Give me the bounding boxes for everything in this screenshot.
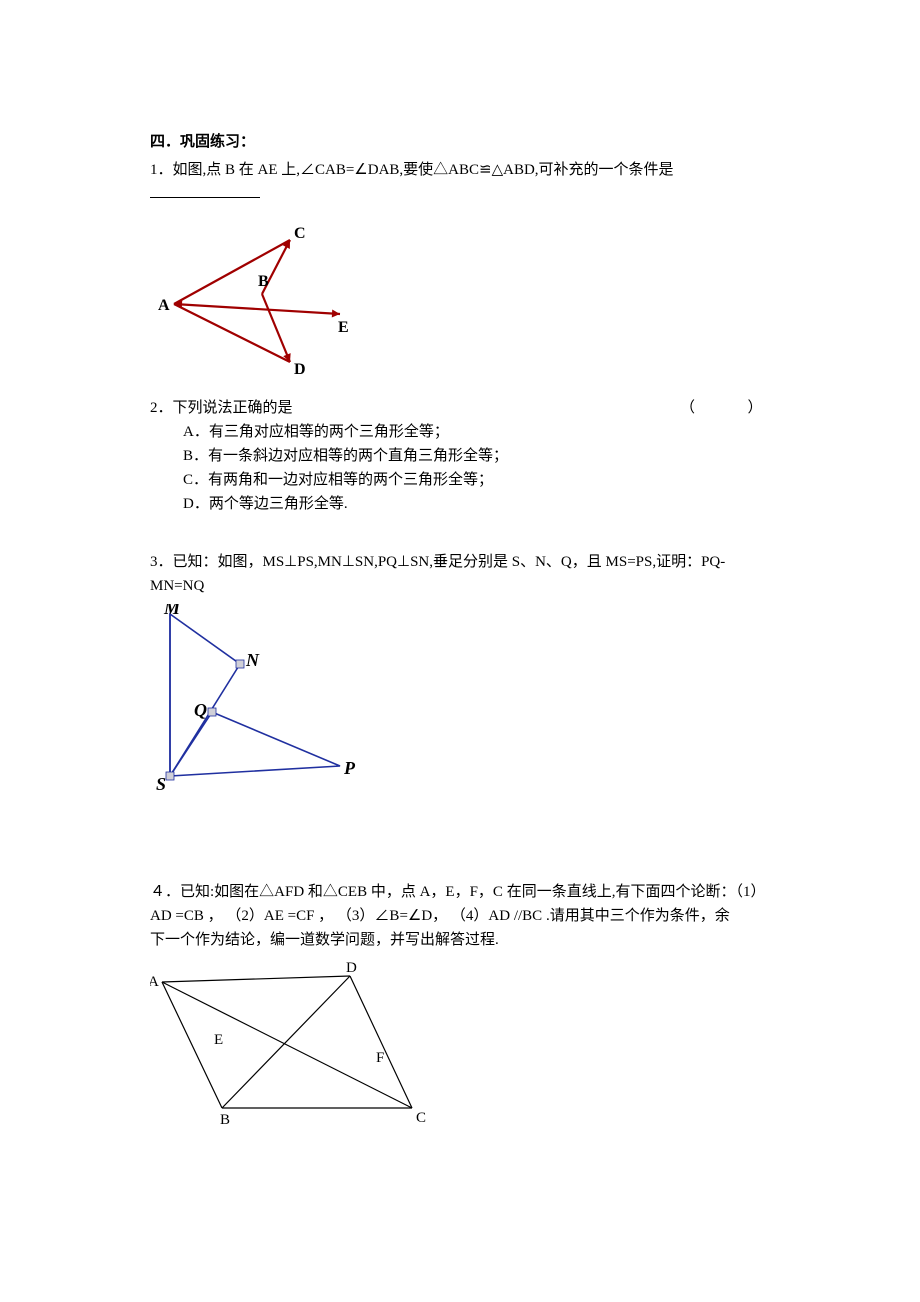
svg-text:S: S [156, 774, 166, 794]
q1-prefix: 1．如图,点 B 在 AE 上,∠CAB=∠DAB,要使△ABC≌△ABD,可补… [150, 162, 674, 178]
q2-option-d: D．两个等边三角形全等. [150, 492, 770, 516]
svg-text:D: D [346, 960, 357, 976]
svg-text:E: E [214, 1032, 223, 1048]
section-title: 四．巩固练习： [150, 130, 770, 154]
q2-stem: 2．下列说法正确的是 [150, 400, 293, 416]
q4-line3: 下一个作为结论，编一道数学问题，并写出解答过程. [150, 928, 770, 952]
q3-figure: M N Q S P [150, 604, 770, 794]
q4-line2: AD =CB ， （2）AE =CF ， （3）∠B=∠D， （4）AD //B… [150, 904, 770, 928]
svg-text:F: F [376, 1050, 384, 1066]
question-3: 3．已知：如图，MS⊥PS,MN⊥SN,PQ⊥SN,垂足分别是 S、N、Q，且 … [150, 550, 770, 794]
q1-blank [150, 182, 260, 198]
svg-text:P: P [343, 758, 356, 778]
svg-text:B: B [258, 273, 269, 290]
q1-text: 1．如图,点 B 在 AE 上,∠CAB=∠DAB,要使△ABC≌△ABD,可补… [150, 158, 770, 206]
svg-text:C: C [294, 225, 306, 242]
svg-text:C: C [416, 1110, 426, 1126]
svg-text:A: A [150, 974, 159, 990]
question-1: 1．如图,点 B 在 AE 上,∠CAB=∠DAB,要使△ABC≌△ABD,可补… [150, 158, 770, 382]
q2-option-b: B．有一条斜边对应相等的两个直角三角形全等； [150, 444, 770, 468]
svg-text:D: D [294, 361, 306, 378]
q2-option-c: C．有两角和一边对应相等的两个三角形全等； [150, 468, 770, 492]
q1-figure: A B C D E [150, 212, 770, 382]
q2-stem-line: 2．下列说法正确的是 （ ） [150, 396, 770, 420]
question-4: ４．已知:如图在△AFD 和△CEB 中，点 A，E，F，C 在同一条直线上,有… [150, 880, 770, 1128]
q4-line1: ４．已知:如图在△AFD 和△CEB 中，点 A，E，F，C 在同一条直线上,有… [150, 880, 770, 904]
q4-figure: A D B C E F [150, 958, 770, 1128]
svg-text:Q: Q [194, 700, 207, 720]
svg-text:E: E [338, 319, 349, 336]
svg-text:A: A [158, 297, 170, 314]
q3-text: 3．已知：如图，MS⊥PS,MN⊥SN,PQ⊥SN,垂足分别是 S、N、Q，且 … [150, 550, 770, 598]
q2-paren: （ ） [680, 396, 770, 420]
question-2: 2．下列说法正确的是 （ ） A．有三角对应相等的两个三角形全等； B．有一条斜… [150, 396, 770, 516]
svg-text:N: N [245, 650, 260, 670]
svg-text:B: B [220, 1112, 230, 1128]
svg-text:M: M [163, 604, 181, 618]
q2-option-a: A．有三角对应相等的两个三角形全等； [150, 420, 770, 444]
